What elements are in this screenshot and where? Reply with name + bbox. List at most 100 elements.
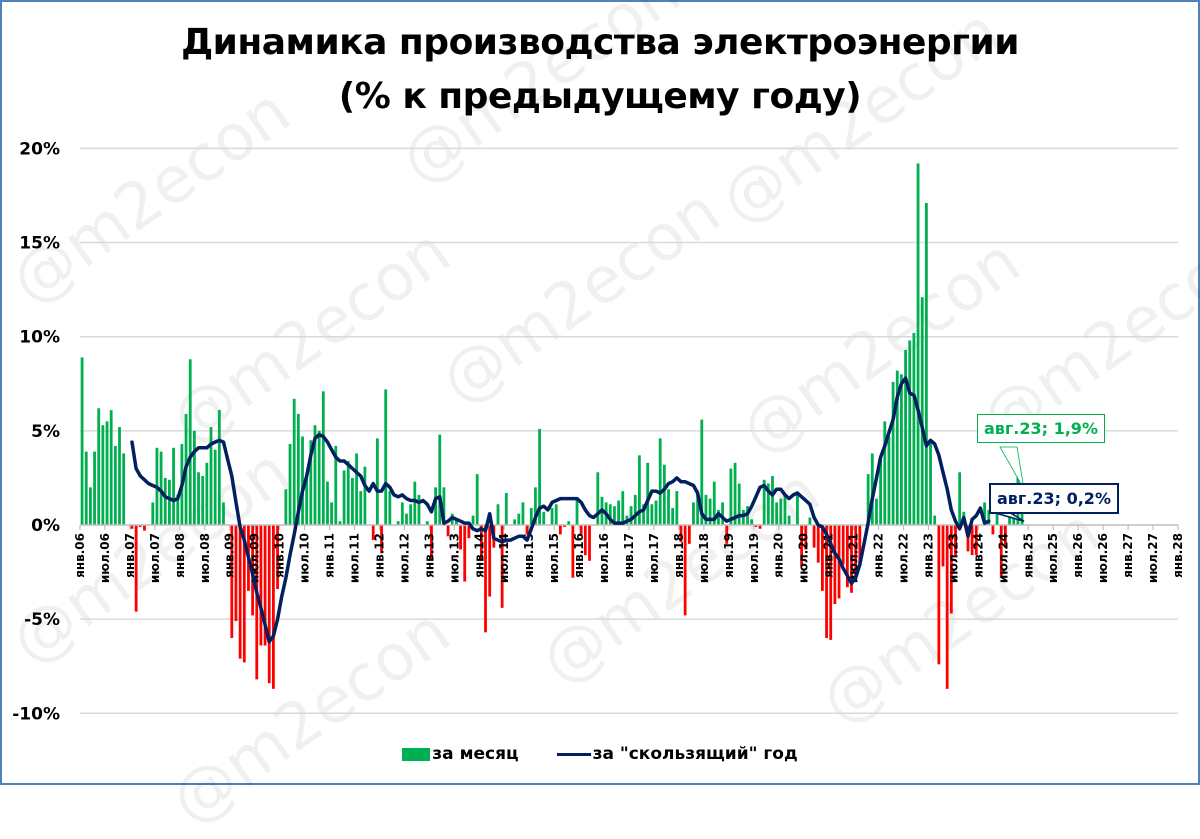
x-tick-label: янв.07 xyxy=(123,533,137,578)
chart-plot: -10% -5% 0% 5% 10% 15% 20% янв.06 июл.06 янв.07 и… xyxy=(12,139,1185,724)
month-bar xyxy=(209,427,213,525)
month-bar xyxy=(479,525,483,561)
month-bar xyxy=(737,483,741,525)
month-bar xyxy=(529,508,533,525)
month-bar xyxy=(542,511,546,525)
month-bar xyxy=(255,525,259,680)
x-tick-label: июл.07 xyxy=(148,533,162,583)
month-bar xyxy=(305,474,309,525)
month-bar xyxy=(692,502,695,525)
month-bar xyxy=(924,203,928,525)
month-bar xyxy=(330,502,334,525)
legend-label-rolling: за "скользящий" год xyxy=(592,744,798,764)
month-bar xyxy=(496,504,500,525)
month-bar xyxy=(808,517,812,525)
month-bar xyxy=(825,525,828,638)
month-bar xyxy=(371,525,375,541)
month-bar xyxy=(833,525,837,605)
month-bar xyxy=(912,332,916,525)
x-tick-label: июл.15 xyxy=(547,533,561,583)
month-bar xyxy=(409,504,413,525)
month-bar xyxy=(558,525,562,535)
month-bar xyxy=(662,464,666,525)
month-bar xyxy=(93,451,96,525)
month-bar xyxy=(134,525,138,612)
month-bar xyxy=(725,525,729,544)
month-bar xyxy=(554,504,558,525)
month-bar xyxy=(887,436,891,525)
month-bar xyxy=(771,476,774,525)
month-bar xyxy=(854,525,858,582)
month-bar xyxy=(168,479,171,525)
callout-monthly: авг.23; 1,9% xyxy=(977,414,1105,443)
month-bar xyxy=(712,481,716,525)
month-bar xyxy=(870,453,874,525)
month-bar xyxy=(858,525,862,567)
month-bar xyxy=(101,425,105,525)
month-bar xyxy=(484,525,487,633)
month-bar xyxy=(105,421,109,525)
month-bar xyxy=(475,474,479,525)
y-tick-label: -10% xyxy=(12,704,60,724)
month-bar xyxy=(313,425,317,525)
month-bar xyxy=(334,445,338,525)
month-bar xyxy=(346,460,350,525)
month-bar xyxy=(687,525,691,544)
month-bar xyxy=(883,421,887,525)
month-bar xyxy=(434,487,438,525)
month-bar xyxy=(201,476,205,525)
month-bar xyxy=(288,444,292,525)
x-tick-label: июл.18 xyxy=(697,533,711,583)
month-bar xyxy=(675,491,679,525)
x-tick-label: янв.08 xyxy=(173,533,187,578)
month-bar xyxy=(820,525,824,591)
x-tick-label: июл.11 xyxy=(348,533,362,583)
month-bar xyxy=(188,359,192,525)
month-bar xyxy=(292,398,296,525)
month-bar xyxy=(658,438,662,525)
x-axis xyxy=(79,524,1179,530)
month-bar xyxy=(442,487,446,525)
month-bar xyxy=(296,413,300,525)
month-bar xyxy=(359,491,363,525)
month-bar xyxy=(650,504,654,525)
x-tick-label: июл.16 xyxy=(597,533,611,583)
x-tick-label: янв.09 xyxy=(223,533,237,578)
month-bar xyxy=(159,451,163,525)
month-bar xyxy=(945,525,949,689)
x-tick-label: июл.25 xyxy=(1046,533,1060,583)
month-bar xyxy=(238,525,242,659)
month-bar xyxy=(721,502,724,525)
month-bar xyxy=(413,481,417,525)
month-bar xyxy=(621,491,625,525)
month-bar xyxy=(671,508,675,525)
month-bar xyxy=(916,163,920,526)
x-tick-label: июл.24 xyxy=(996,533,1010,583)
bar-swatch-icon xyxy=(402,747,431,761)
month-bar xyxy=(471,515,475,525)
month-bar xyxy=(633,494,637,525)
month-bar xyxy=(355,453,358,525)
callout-rolling: авг.23; 0,2% xyxy=(989,483,1119,514)
month-bar xyxy=(384,389,388,525)
month-bar xyxy=(966,525,970,552)
legend-label-monthly: за месяц xyxy=(432,744,519,764)
month-bar xyxy=(113,445,117,525)
y-tick-label: 15% xyxy=(19,234,60,254)
month-bar xyxy=(84,451,88,525)
month-bar xyxy=(267,525,271,684)
x-tick-label: янв.22 xyxy=(872,533,886,578)
month-bar xyxy=(608,504,612,525)
y-tick-label: 5% xyxy=(31,422,60,442)
month-bar xyxy=(704,494,708,525)
month-bar xyxy=(954,525,957,556)
x-tick-label: янв.11 xyxy=(323,533,337,578)
y-axis-labels: -10% -5% 0% 5% 10% 15% 20% xyxy=(12,139,60,724)
month-bar xyxy=(1008,517,1011,525)
month-bar xyxy=(717,509,720,525)
month-bar xyxy=(222,502,225,525)
x-tick-label: июл.22 xyxy=(897,533,911,583)
month-bar xyxy=(172,447,175,525)
month-bar xyxy=(242,525,246,663)
month-bar xyxy=(317,430,321,525)
